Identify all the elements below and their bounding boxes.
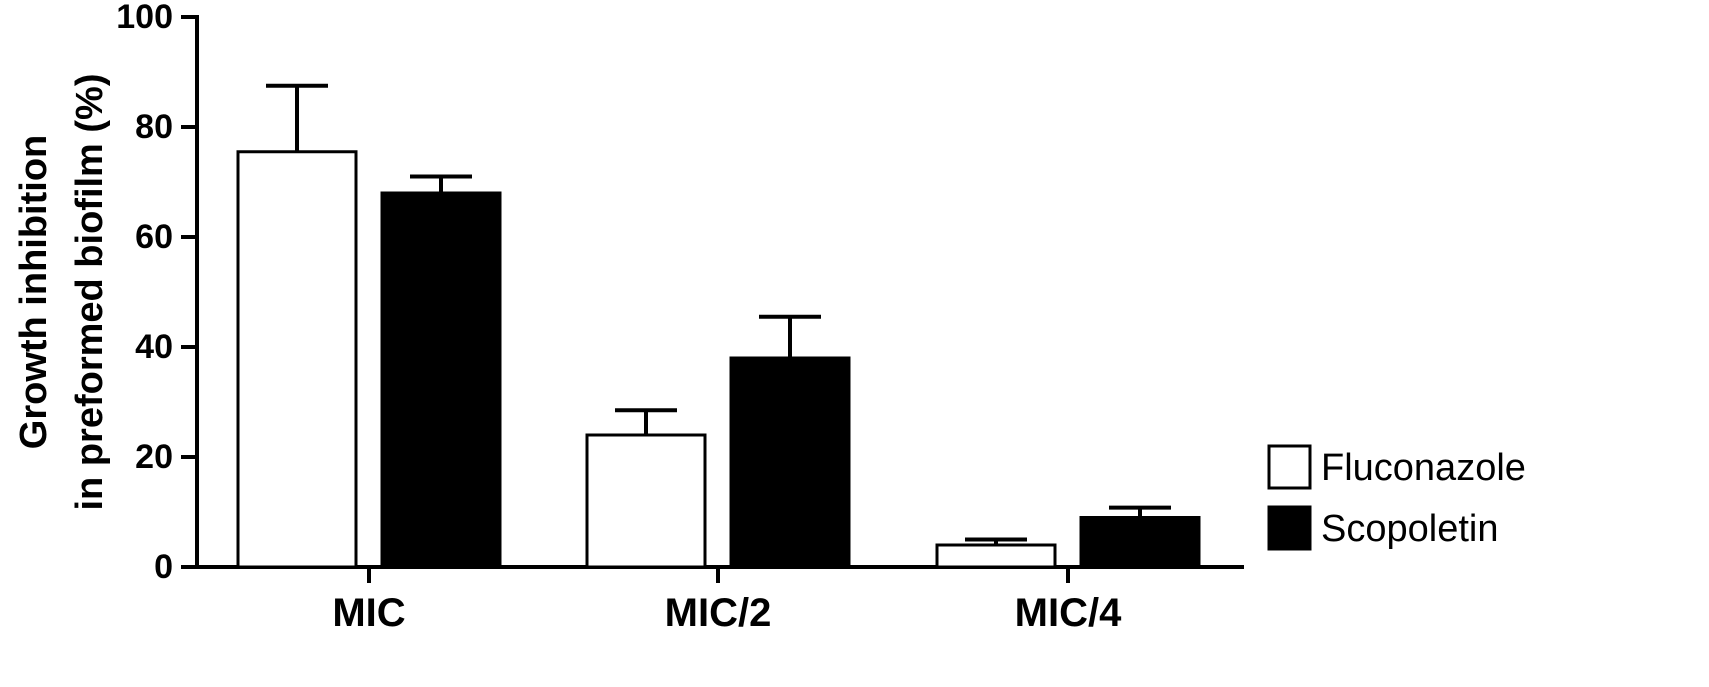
legend: Fluconazole Scopoletin: [1267, 444, 1526, 551]
legend-swatch-scopoletin: [1267, 505, 1312, 551]
legend-label-fluconazole: Fluconazole: [1321, 447, 1526, 489]
bar-scopoletin-mic-2: [729, 356, 851, 569]
legend-swatch-fluconazole: [1267, 444, 1312, 490]
x-tick-label: MIC/2: [665, 591, 772, 635]
legend-label-scopoletin: Scopoletin: [1321, 508, 1498, 550]
axes: 0 20 40 60 80 100 MIC MIC/2 MIC/4: [116, 0, 1244, 635]
bar-fluconazole-mic-2: [585, 433, 707, 569]
y-tick-label: 60: [135, 218, 173, 256]
y-tick-label: 80: [135, 108, 173, 146]
bar-scopoletin-mic: [380, 191, 502, 569]
y-tick-label: 20: [135, 438, 173, 476]
bar-fluconazole-mic-4: [935, 543, 1057, 569]
bar-scopoletin-mic-4: [1079, 516, 1201, 569]
bar-fluconazole-mic: [236, 150, 358, 569]
y-tick-label: 100: [116, 0, 173, 36]
y-axis-title: Growth inhibition in preformed biofilm (%…: [13, 74, 111, 511]
y-axis-title-line: Growth inhibition: [13, 135, 55, 449]
y-tick-label: 40: [135, 328, 173, 366]
bars: [236, 83, 1201, 569]
x-tick-label: MIC/4: [1015, 591, 1122, 635]
x-tick-label: MIC: [332, 591, 405, 635]
y-tick-label: 0: [154, 548, 173, 586]
y-axis-title-line: in preformed biofilm (%): [69, 74, 111, 511]
